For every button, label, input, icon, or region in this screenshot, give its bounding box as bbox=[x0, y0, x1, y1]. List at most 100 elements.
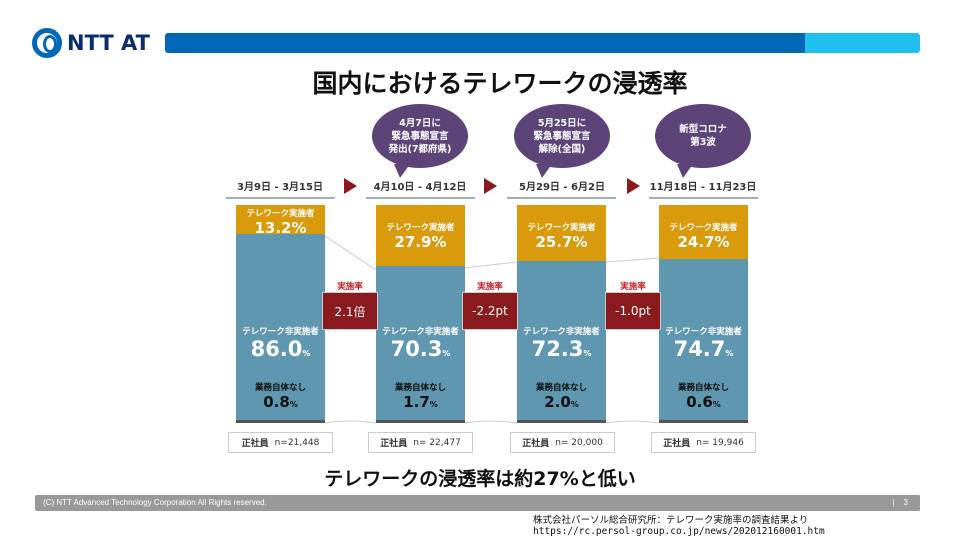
no-work-value: 2.0 bbox=[544, 393, 571, 411]
telework-label: テレワーク実施者 bbox=[246, 209, 315, 219]
unit: % bbox=[725, 349, 734, 358]
date-underline bbox=[507, 197, 616, 199]
telework-label: テレワーク実施者 bbox=[386, 223, 455, 233]
bubble-line: 緊急事態宣言 bbox=[391, 130, 449, 142]
unit: % bbox=[570, 400, 579, 409]
rate-value: -2.2pt bbox=[472, 304, 508, 318]
telework-segment: テレワーク実施者 24.7% bbox=[659, 205, 748, 259]
footer-bar: (C) NTT Advanced Technology Corporation … bbox=[35, 495, 920, 511]
sample-value: n= 20,000 bbox=[555, 437, 603, 448]
non-telework-label: テレワーク非実施者 bbox=[665, 327, 742, 337]
bar-column: テレワーク実施者 13.2% テレワーク非実施者 86.0% 業務自体なし 0.8% bbox=[236, 205, 325, 423]
sample-label: 正社員 bbox=[380, 439, 408, 449]
bubble-line: 4月7日に bbox=[399, 117, 441, 129]
non-telework-value: 74.7 bbox=[673, 337, 726, 361]
bubble-line: 緊急事態宣言 bbox=[533, 130, 591, 142]
no-work-segment bbox=[517, 420, 606, 423]
date-underline bbox=[226, 197, 335, 199]
no-work-label: 業務自体なし bbox=[254, 383, 306, 393]
no-work-segment bbox=[376, 420, 465, 423]
period-date: 11月18日 - 11月23日 bbox=[649, 182, 757, 193]
no-work-label: 業務自体なし bbox=[677, 383, 729, 393]
non-telework-label: テレワーク非実施者 bbox=[523, 327, 600, 337]
bubble-line: 新型コロナ bbox=[679, 124, 727, 135]
event-bubble: 4月7日に 緊急事態宣言 発出(7都府県) bbox=[372, 104, 468, 178]
period-date: 5月29日 - 6月2日 bbox=[519, 182, 605, 193]
page-number-value: 3 bbox=[903, 498, 908, 507]
period-date: 4月10日 - 4月12日 bbox=[373, 182, 467, 193]
bubble-line: 第3波 bbox=[690, 137, 716, 148]
telework-value: 13.2% bbox=[254, 219, 307, 237]
period-date: 3月9日 - 3月15日 bbox=[237, 182, 323, 193]
date-underline bbox=[649, 197, 758, 199]
no-work-label: 業務自体なし bbox=[535, 383, 587, 393]
sample-size-box: 正社員 n= 19,946 bbox=[651, 432, 756, 453]
header-bar bbox=[165, 33, 805, 53]
unit: % bbox=[583, 349, 592, 358]
non-telework-segment: テレワーク非実施者 70.3% 業務自体なし 1.7% bbox=[376, 266, 465, 420]
source-citation: 株式会社パーソル総合研究所：テレワーク実施率の調査結果より bbox=[533, 515, 809, 526]
telework-label: テレワーク実施者 bbox=[669, 223, 738, 233]
rate-label: 実施率 bbox=[620, 282, 646, 292]
date-underline bbox=[366, 197, 475, 199]
unit: % bbox=[712, 400, 721, 409]
rate-value: 2.1倍 bbox=[334, 304, 366, 319]
telework-segment: テレワーク実施者 25.7% bbox=[517, 205, 606, 261]
non-telework-label: テレワーク非実施者 bbox=[382, 327, 459, 337]
sample-label: 正社員 bbox=[241, 439, 269, 449]
bar-column: テレワーク実施者 27.9% テレワーク非実施者 70.3% 業務自体なし 1.7% bbox=[376, 205, 465, 423]
logo-text: NTT AT bbox=[67, 31, 150, 55]
unit: % bbox=[442, 349, 451, 358]
no-work-value: 1.7 bbox=[403, 393, 430, 411]
no-work-value: 0.8 bbox=[263, 393, 290, 411]
telework-value: 24.7% bbox=[677, 233, 730, 251]
rate-label: 実施率 bbox=[337, 282, 363, 292]
telework-label: テレワーク実施者 bbox=[527, 223, 596, 233]
copyright: (C) NTT Advanced Technology Corporation … bbox=[43, 498, 267, 507]
non-telework-value: 72.3 bbox=[531, 337, 584, 361]
source-url: https://rc.persol-group.co.jp/news/20201… bbox=[533, 526, 825, 537]
non-telework-segment: テレワーク非実施者 72.3% 業務自体なし 2.0% bbox=[517, 261, 606, 420]
unit: % bbox=[302, 349, 311, 358]
page-number: | 3 bbox=[893, 495, 908, 511]
bar-column: テレワーク実施者 25.7% テレワーク非実施者 72.3% 業務自体なし 2.0% bbox=[517, 205, 606, 423]
event-bubble: 新型コロナ第3波 bbox=[655, 104, 751, 178]
sample-size-box: 正社員 n=21,448 bbox=[228, 432, 333, 453]
bar-column: テレワーク実施者 24.7% テレワーク非実施者 74.7% 業務自体なし 0.6% bbox=[659, 205, 748, 423]
telework-segment: テレワーク実施者 13.2% bbox=[236, 205, 325, 237]
telework-value: 25.7% bbox=[535, 233, 588, 251]
header-bar-accent bbox=[805, 33, 920, 53]
non-telework-value: 86.0 bbox=[250, 337, 303, 361]
page-separator: | bbox=[892, 498, 895, 507]
non-telework-segment: テレワーク非実施者 74.7% 業務自体なし 0.6% bbox=[659, 259, 748, 420]
sample-label: 正社員 bbox=[522, 439, 550, 449]
sample-size-box: 正社員 n= 20,000 bbox=[510, 432, 615, 453]
telework-value: 27.9% bbox=[394, 233, 447, 251]
rate-label: 実施率 bbox=[477, 282, 503, 292]
unit: % bbox=[429, 400, 438, 409]
rate-change-box: 2.1倍 bbox=[322, 292, 378, 330]
sample-value: n= 19,946 bbox=[696, 437, 744, 448]
bubble-line: 解除(全国) bbox=[538, 143, 586, 155]
telework-segment: テレワーク実施者 27.9% bbox=[376, 205, 465, 266]
arrow-right-icon bbox=[627, 178, 640, 194]
non-telework-value: 70.3 bbox=[390, 337, 443, 361]
slide-title: 国内におけるテレワークの浸透率 bbox=[312, 69, 688, 98]
no-work-value: 0.6 bbox=[686, 393, 713, 411]
non-telework-segment: テレワーク非実施者 86.0% 業務自体なし 0.8% bbox=[236, 234, 325, 420]
ntt-logo-icon bbox=[32, 28, 62, 58]
arrow-right-icon bbox=[484, 178, 497, 194]
event-bubble: 5月25日に 緊急事態宣言 解除(全国) bbox=[514, 104, 610, 178]
non-telework-label: テレワーク非実施者 bbox=[242, 327, 319, 337]
unit: % bbox=[289, 400, 298, 409]
logo: NTT AT bbox=[32, 28, 150, 58]
sample-size-box: 正社員 n= 22,477 bbox=[368, 432, 473, 453]
rate-change-box: -2.2pt bbox=[462, 292, 518, 330]
conclusion-text: テレワークの浸透率は約27%と低い bbox=[324, 468, 636, 490]
no-work-segment bbox=[236, 420, 325, 423]
sample-label: 正社員 bbox=[663, 439, 691, 449]
rate-value: -1.0pt bbox=[615, 304, 651, 318]
arrow-right-icon bbox=[344, 178, 357, 194]
no-work-label: 業務自体なし bbox=[394, 383, 446, 393]
